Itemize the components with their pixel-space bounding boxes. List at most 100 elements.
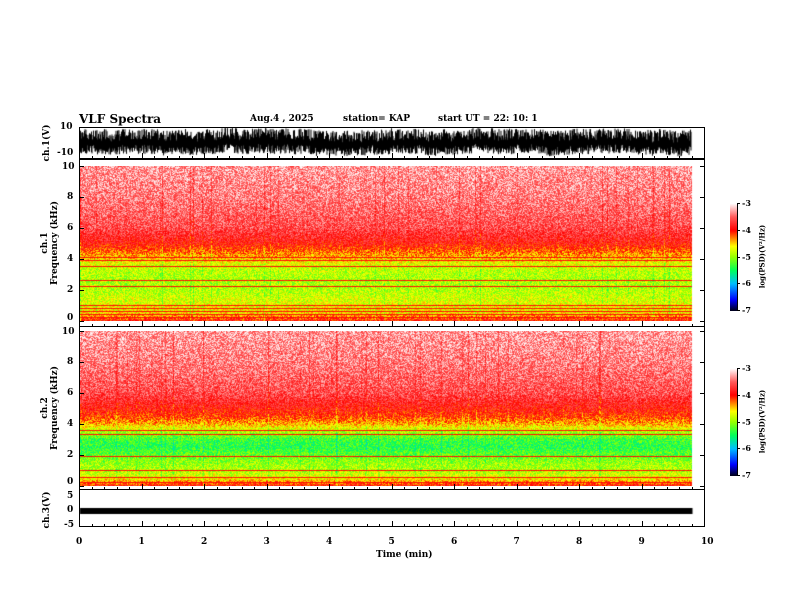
x-tick-mark — [629, 524, 630, 527]
colorbar-tick-label: -6 — [742, 443, 751, 454]
x-tick-mark — [341, 487, 343, 490]
x-tick-mark — [666, 487, 668, 490]
freq-tick-mark — [79, 259, 84, 260]
x-tick-mark — [116, 487, 118, 490]
x-tick-mark — [704, 521, 705, 527]
x-tick-mark — [304, 524, 305, 527]
x-tick-mark — [329, 521, 330, 527]
x-tick-mark — [91, 324, 93, 327]
freq-tick-label: 10 — [62, 327, 75, 337]
x-tick-mark — [216, 156, 218, 159]
x-tick-mark — [529, 324, 530, 327]
freq-tick-label: 4 — [67, 419, 74, 429]
x-tick-mark — [179, 156, 180, 159]
x-tick-mark — [491, 324, 493, 327]
colorbar-tick-mark — [737, 448, 740, 450]
x-tick-mark — [216, 524, 218, 527]
ch1-waveform-plot — [79, 127, 704, 158]
x-tick-mark — [341, 524, 343, 527]
freq-tick-label: 0 — [67, 477, 74, 487]
x-tick-mark — [254, 524, 255, 527]
colorbar-tick-mark — [737, 421, 740, 423]
x-tick-mark — [441, 524, 443, 527]
x-tick-mark — [616, 324, 618, 327]
x-tick-mark — [654, 324, 655, 327]
freq-tick-mark — [700, 362, 705, 363]
x-tick-mark — [279, 524, 280, 527]
x-tick-mark — [204, 153, 205, 159]
x-tick-mark — [629, 156, 630, 159]
x-tick-mark — [191, 156, 193, 159]
x-tick-mark — [141, 484, 143, 490]
x-tick-mark — [154, 324, 155, 327]
freq-tick-mark — [79, 455, 84, 456]
x-tick-mark — [579, 484, 580, 490]
x-tick-mark — [441, 487, 443, 490]
x-tick-mark — [116, 324, 118, 327]
x-tick-mark — [391, 321, 393, 327]
ch1-colorbar — [730, 203, 737, 311]
x-tick-mark — [579, 321, 580, 327]
x-tick-mark — [179, 487, 180, 490]
colorbar-axis — [737, 203, 738, 311]
ch1-ytick-10: 10 — [60, 122, 73, 132]
x-tick-mark — [404, 156, 405, 159]
x-tick-mark — [466, 324, 468, 327]
x-tick-label: 5 — [388, 537, 395, 547]
x-tick-mark — [454, 153, 455, 159]
x-tick-mark — [366, 156, 368, 159]
freq-tick-mark — [700, 290, 705, 291]
x-tick-mark — [304, 487, 305, 490]
colorbar-tick-mark — [737, 368, 740, 369]
x-tick-mark — [704, 484, 705, 490]
x-tick-mark — [254, 487, 255, 490]
freq-tick-label: 2 — [67, 285, 74, 295]
x-tick-mark — [566, 324, 568, 327]
x-tick-mark — [679, 324, 680, 327]
x-tick-mark — [179, 524, 180, 527]
x-tick-mark — [316, 324, 318, 327]
x-tick-mark — [691, 487, 693, 490]
x-tick-mark — [291, 324, 293, 327]
x-tick-mark — [629, 324, 630, 327]
start-time-label: start UT = 22: 10: 1 — [438, 114, 538, 124]
x-tick-mark — [466, 487, 468, 490]
x-tick-mark — [591, 324, 593, 327]
x-tick-mark — [341, 156, 343, 159]
x-tick-mark — [616, 487, 618, 490]
colorbar-tick-label: -4 — [742, 224, 751, 235]
freq-tick-mark — [79, 331, 84, 332]
x-tick-mark — [554, 324, 555, 327]
x-tick-mark — [504, 156, 505, 159]
colorbar-tick-label: -3 — [742, 363, 751, 373]
freq-tick-label: 8 — [67, 357, 74, 367]
ch2-spectrogram-frame — [79, 326, 705, 490]
x-tick-mark — [141, 153, 143, 159]
x-tick-mark — [404, 524, 405, 527]
x-tick-mark — [491, 487, 493, 490]
x-tick-mark — [504, 524, 505, 527]
colorbar-axis — [737, 368, 738, 476]
ch1-ylabel-frequency: Frequency (kHz) — [50, 201, 60, 286]
x-tick-mark — [116, 524, 118, 527]
ch1-ylabel-channel: ch.1 — [40, 232, 50, 254]
x-axis-label: Time (min) — [376, 550, 433, 560]
x-tick-label: 8 — [576, 537, 583, 547]
colorbar-tick-mark — [737, 475, 740, 476]
x-tick-label: 9 — [638, 537, 645, 547]
ch3-ytick-5: 5 — [67, 491, 74, 501]
x-tick-mark — [291, 524, 293, 527]
station-label: station= KAP — [343, 114, 411, 124]
x-tick-mark — [641, 153, 643, 159]
date-label: Aug.4 , 2025 — [250, 114, 314, 124]
x-tick-mark — [666, 524, 668, 527]
x-tick-mark — [191, 524, 193, 527]
x-tick-mark — [216, 487, 218, 490]
x-tick-mark — [329, 484, 330, 490]
x-tick-mark — [416, 156, 418, 159]
freq-tick-mark — [79, 393, 84, 394]
x-tick-mark — [491, 156, 493, 159]
x-tick-mark — [204, 521, 205, 527]
x-tick-mark — [254, 324, 255, 327]
x-tick-mark — [391, 153, 393, 159]
